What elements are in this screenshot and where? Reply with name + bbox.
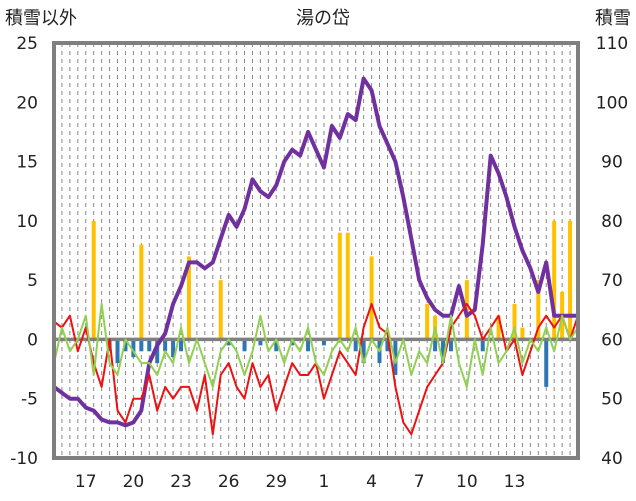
bar-0 [552,220,557,340]
left-tick-labels: -10 -5 0 5 10 15 20 25 [10,34,38,469]
chart-title: 湯の岱 [296,8,350,29]
bar-1 [433,339,438,352]
bar-1 [155,339,160,364]
right-tick-label: 40 [601,449,623,469]
bar-0 [139,244,144,340]
bar-layer [52,220,573,387]
bar-1 [242,339,247,352]
bar-0 [568,220,573,340]
left-tick-label: 5 [27,271,38,291]
x-tick-label: 17 [75,472,97,492]
x-tick-label: 4 [366,472,377,492]
bar-1 [385,339,390,352]
x-tick-label: 10 [456,472,478,492]
x-tick-label: 29 [265,472,287,492]
bar-0 [186,256,191,340]
bar-1 [393,339,398,375]
bar-0 [91,220,96,340]
x-tick-label: 23 [170,472,192,492]
bar-0 [369,256,374,340]
bar-0 [512,303,517,340]
x-tick-label: 20 [123,472,145,492]
bar-1 [115,339,120,364]
left-axis-label: 積雪以外 [5,8,77,29]
right-tick-label: 60 [601,330,623,350]
bar-1 [147,339,152,352]
bar-0 [425,303,430,340]
bar-0 [345,232,350,340]
right-tick-labels: 40 50 60 70 80 90 100 110 [596,34,628,469]
right-tick-label: 100 [596,93,628,113]
left-tick-label: -10 [10,449,38,469]
bar-0 [496,315,501,340]
bar-1 [171,339,176,358]
right-tick-label: 70 [601,271,623,291]
bar-1 [226,339,231,346]
series-layer [52,76,579,436]
bar-1 [448,339,453,352]
left-tick-label: 0 [27,330,38,350]
right-tick-label: 80 [601,212,623,232]
right-axis-label: 積雪 [595,8,631,29]
vertical-grid [61,43,571,458]
left-tick-label: 15 [16,153,38,173]
bar-1 [131,339,136,358]
bar-1 [441,339,446,364]
bar-1 [321,339,326,346]
bar-1 [544,339,549,387]
bar-1 [361,339,366,364]
bar-0 [520,327,525,340]
series-line-0 [52,76,578,428]
left-tick-label: 10 [16,212,38,232]
x-tick-label: 26 [218,472,240,492]
bar-0 [536,280,541,340]
plot-frame [52,41,580,460]
x-tick-label: 7 [414,472,425,492]
bar-1 [163,339,168,352]
bar-1 [480,339,485,352]
x-tick-labels: 17 20 23 26 29 1 4 7 10 13 [75,472,525,492]
bar-1 [353,339,358,352]
bar-1 [139,339,144,352]
right-tick-label: 50 [601,390,623,410]
left-tick-label: -5 [21,390,38,410]
x-tick-label: 13 [504,472,526,492]
bar-1 [258,339,263,346]
right-tick-label: 110 [596,34,628,54]
right-tick-label: 90 [601,153,623,173]
series-line-2 [53,302,579,388]
bar-0 [337,232,342,340]
bar-1 [274,339,279,352]
bar-1 [123,339,128,352]
x-tick-label: 1 [319,472,330,492]
bar-1 [306,339,311,352]
left-tick-label: 20 [16,93,38,113]
bar-1 [179,339,184,352]
left-tick-label: 25 [16,34,38,54]
bar-0 [218,280,223,340]
